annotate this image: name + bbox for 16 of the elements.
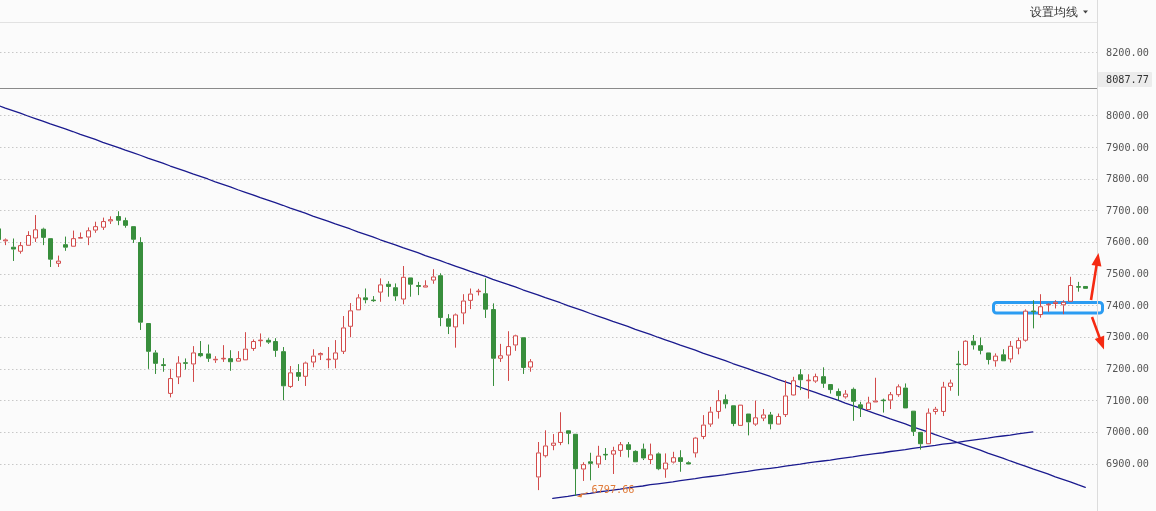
y-tick-label: 7900.00 [1106,141,1149,153]
y-tick-label: 8000.00 [1106,109,1149,121]
ref-line-label: 8087.77 [1106,74,1149,85]
y-tick-label: 8200.00 [1106,46,1149,58]
y-tick-label: 7400.00 [1106,299,1149,311]
y-tick-label: 7800.00 [1106,173,1149,185]
y-tick-label: 7600.00 [1106,236,1149,248]
y-tick-label: 7500.00 [1106,268,1149,280]
control-label: 设置均线 [1030,5,1078,19]
y-tick-label: 7200.00 [1106,363,1149,375]
y-tick-label: 7000.00 [1106,426,1149,438]
y-tick-label: 6900.00 [1106,458,1149,469]
y-tick-label: 7100.00 [1106,394,1149,406]
y-tick-label: 7700.00 [1106,204,1149,216]
y-tick-label: 7300.00 [1106,331,1149,343]
ref-line-label: 8087.77 [1098,72,1152,87]
